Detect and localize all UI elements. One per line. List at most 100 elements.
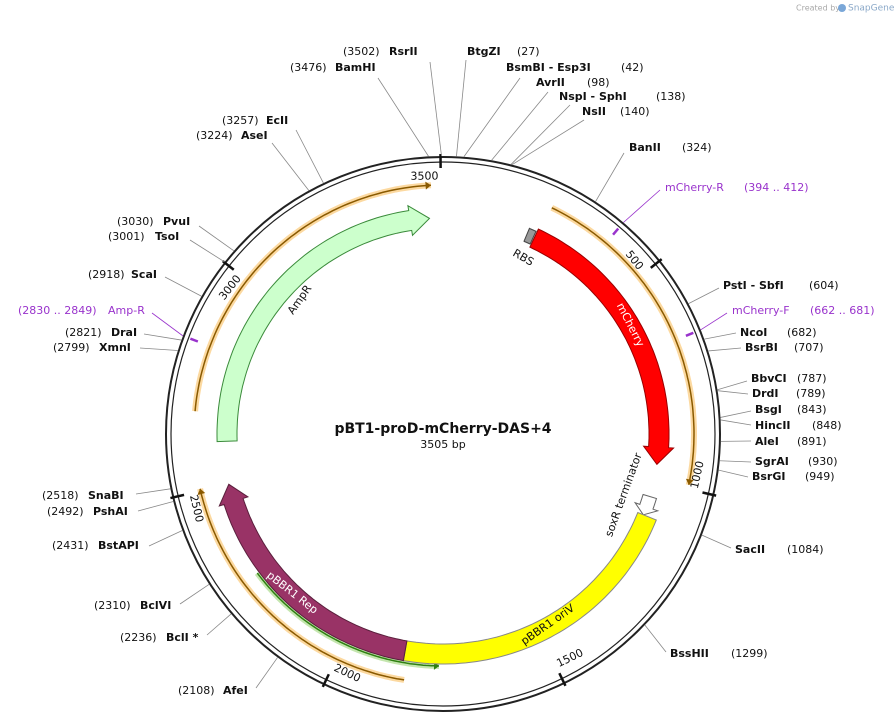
enzyme-position: (2310) [94, 599, 131, 612]
enzyme-name: BclVI [140, 599, 171, 612]
enzyme-position: (3224) [196, 129, 233, 142]
enzyme-name: NcoI [740, 326, 767, 339]
enzyme-line [189, 239, 225, 263]
enzyme-line [255, 657, 278, 689]
enzyme-line [271, 142, 310, 191]
enzyme-position: (1299) [731, 647, 768, 660]
enzyme-name: BsrBI [745, 341, 778, 354]
enzyme-line [137, 501, 174, 512]
enzyme-line [719, 460, 752, 463]
enzyme-position: (848) [812, 419, 842, 432]
enzyme-line [720, 419, 752, 426]
enzyme-position: (98) [587, 76, 610, 89]
enzyme-line [720, 410, 752, 418]
map-length: 3505 bp [420, 438, 465, 451]
enzyme-line [377, 77, 429, 157]
enzyme-line [198, 225, 235, 252]
enzyme-line [595, 152, 625, 202]
guide-line [256, 572, 440, 667]
enzyme-position: (324) [682, 141, 712, 154]
enzyme-name: SnaBI [88, 489, 124, 502]
enzyme-line [143, 333, 182, 341]
enzyme-line [164, 276, 202, 297]
enzyme-position: (138) [656, 90, 686, 103]
enzyme-position: (843) [797, 403, 827, 416]
enzyme-position: (2492) [47, 505, 84, 518]
enzyme-position: (3001) [108, 230, 145, 243]
enzyme-line [429, 61, 442, 157]
enzyme-position: (2799) [53, 341, 90, 354]
enzyme-line [717, 380, 748, 391]
feature-shape [633, 493, 660, 516]
feature-shape [529, 228, 675, 466]
primer-range: (662 .. 681) [810, 304, 875, 317]
primer-range: (2830 .. 2849) [18, 304, 97, 317]
enzyme-position: (2518) [42, 489, 79, 502]
enzyme-line [644, 624, 667, 653]
enzyme-line [463, 77, 521, 158]
feature-shape [218, 483, 408, 662]
enzyme-name: SgrAI [755, 455, 789, 468]
enzyme-line [139, 347, 178, 351]
guide-line [194, 184, 432, 412]
enzyme-name: SacII [735, 543, 765, 556]
enzyme-name: BsgI [755, 403, 782, 416]
enzyme-name: AseI [241, 129, 268, 142]
enzyme-line [717, 390, 749, 395]
guide-line [199, 488, 405, 681]
map-title: pBT1-proD-mCherry-DAS+4 [334, 421, 551, 437]
enzyme-position: (604) [809, 279, 839, 292]
enzyme-name: TsoI [155, 230, 179, 243]
enzyme-position: (2108) [178, 684, 215, 697]
enzyme-position: (2918) [88, 268, 125, 281]
enzyme-name: RsrII [389, 45, 418, 58]
primer-name: mCherry-F [732, 304, 790, 317]
guide-head [425, 181, 431, 190]
enzyme-name: NsII [582, 105, 606, 118]
enzyme-name: BamHI [335, 61, 376, 74]
enzyme-position: (140) [620, 105, 650, 118]
feature-shape [523, 227, 537, 245]
enzyme-position: (3257) [222, 114, 259, 127]
enzyme-name: NspI - SphI [559, 90, 627, 103]
enzyme-position: (42) [621, 61, 644, 74]
guide-line [551, 207, 695, 485]
enzyme-name: HincII [755, 419, 791, 432]
enzyme-line [688, 287, 720, 305]
tick-label: 1500 [555, 646, 586, 670]
enzyme-name: PshAI [93, 505, 128, 518]
primer-range: (394 .. 412) [744, 181, 809, 194]
watermark-prefix: Created by [796, 4, 840, 13]
watermark-logo [838, 4, 846, 12]
tick-mark [558, 672, 567, 687]
enzyme-position: (787) [797, 372, 827, 385]
enzyme-line [179, 584, 210, 605]
primer-line [151, 312, 184, 337]
backbone-outer [165, 156, 721, 712]
primer-mark [612, 227, 620, 236]
enzyme-line [295, 129, 324, 184]
enzyme-line [206, 613, 232, 636]
enzyme-name: PvuI [163, 215, 190, 228]
watermark-brand: SnapGene [848, 4, 894, 14]
tick-label: 3500 [410, 170, 438, 183]
feature-label: RBS [510, 246, 536, 268]
enzyme-name: BtgZI [467, 45, 501, 58]
enzyme-name: AleI [755, 435, 779, 448]
enzyme-line [704, 332, 737, 340]
enzyme-position: (707) [794, 341, 824, 354]
enzyme-name: DrdI [752, 387, 779, 400]
tick-mark [321, 673, 330, 688]
enzyme-position: (2236) [120, 631, 157, 644]
enzyme-line [708, 347, 742, 352]
tick-label: 500 [623, 248, 646, 273]
enzyme-name: XmnI [99, 341, 131, 354]
enzyme-line [701, 534, 732, 549]
enzyme-name: AvrII [536, 76, 565, 89]
enzyme-line [148, 530, 183, 547]
enzyme-name: ScaI [131, 268, 157, 281]
enzyme-line [491, 91, 549, 161]
primer-line [700, 312, 728, 331]
enzyme-position: (3476) [290, 61, 327, 74]
enzyme-position: (682) [787, 326, 817, 339]
